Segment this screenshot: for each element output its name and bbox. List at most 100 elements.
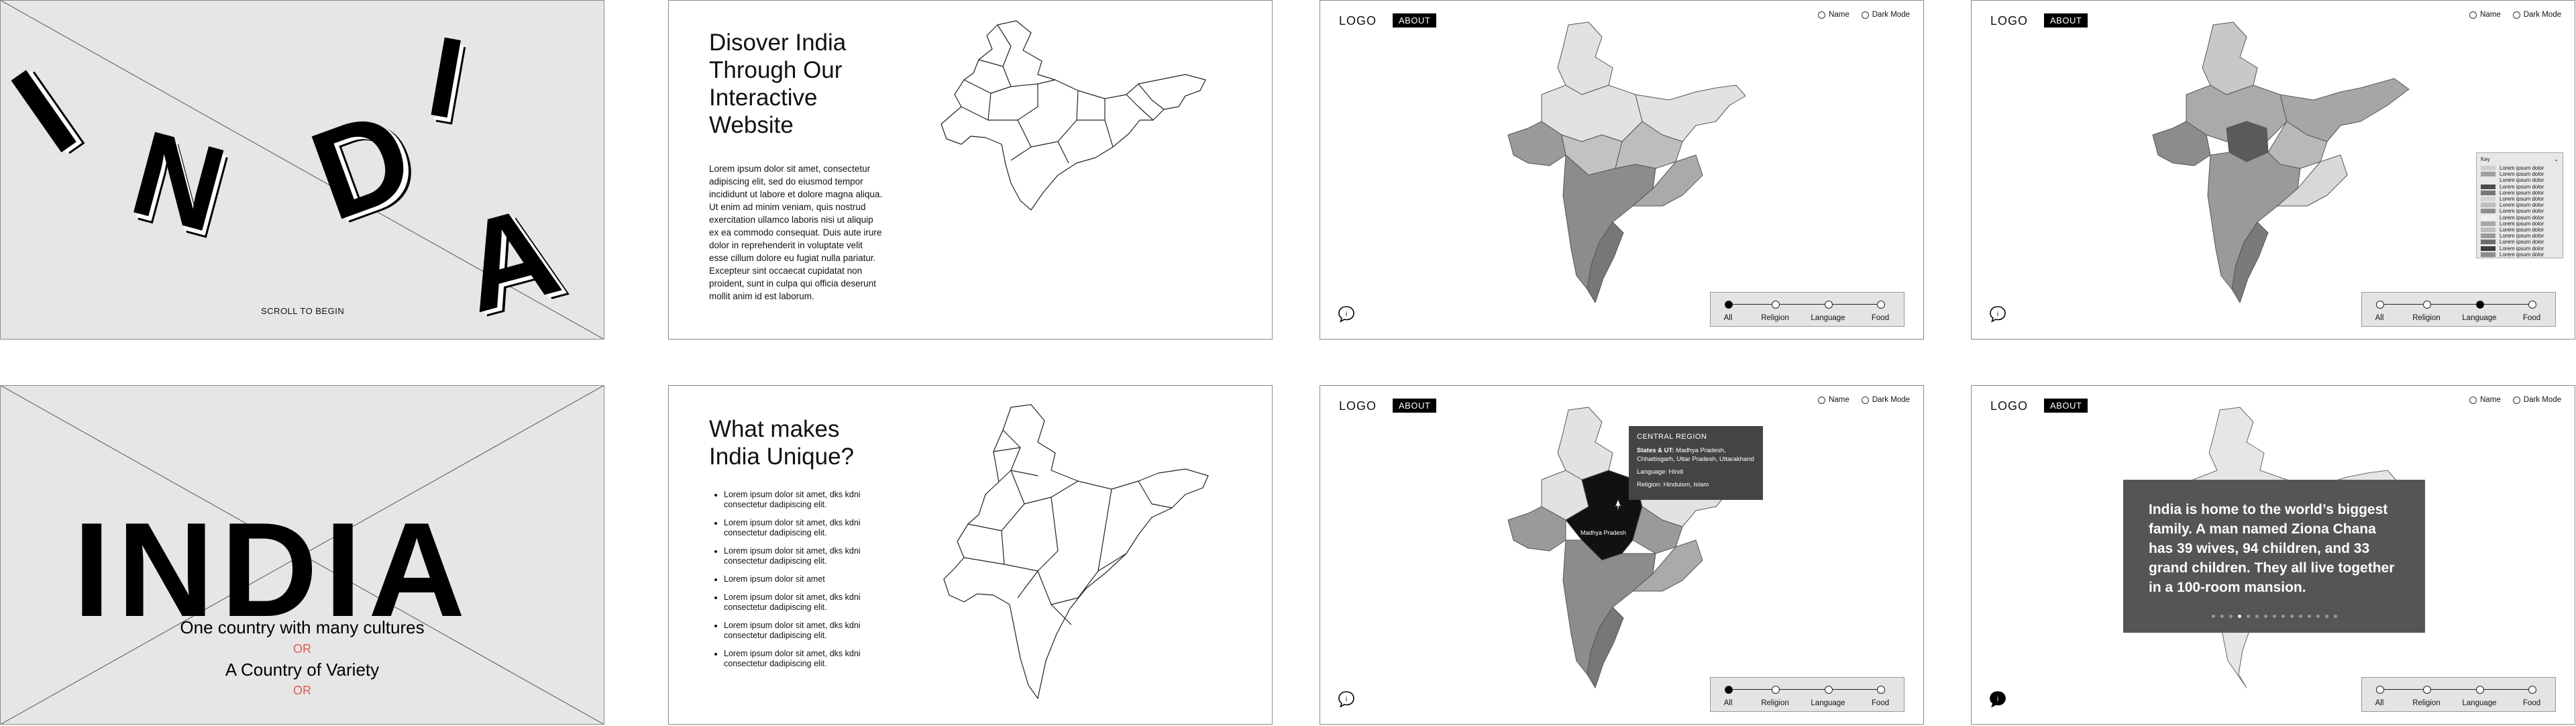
radio-icon bbox=[2512, 396, 2520, 404]
carousel-dot[interactable] bbox=[2333, 615, 2337, 618]
legend-swatch bbox=[2481, 178, 2496, 183]
india-outline-map bbox=[941, 20, 1206, 211]
list-item: Lorem ipsum dolor sit amet, dks kdni con… bbox=[724, 546, 898, 566]
feature-list: Lorem ipsum dolor sit amet, dks kdni con… bbox=[709, 490, 898, 677]
filter-stop-language[interactable] bbox=[2476, 301, 2484, 309]
name-toggle[interactable]: Name bbox=[2469, 396, 2501, 404]
legend-label: Lorem ipsum dolor bbox=[2500, 171, 2544, 178]
about-button[interactable]: ABOUT bbox=[1393, 399, 1437, 413]
legend-label: Lorem ipsum dolor bbox=[2500, 183, 2544, 190]
legend-label: Lorem ipsum dolor bbox=[2500, 208, 2544, 215]
filter-stop-religion[interactable] bbox=[1772, 686, 1780, 694]
dark-mode-label: Dark Mode bbox=[2523, 396, 2561, 404]
carousel-dot[interactable] bbox=[2272, 615, 2276, 618]
india-language-map[interactable] bbox=[2146, 21, 2428, 316]
filter-stop-food[interactable] bbox=[1877, 301, 1885, 309]
category-filter-slider[interactable]: All Religion Language Food bbox=[2361, 677, 2556, 712]
info-chat-icon[interactable]: i bbox=[1338, 690, 1355, 708]
map-label-madhya-pradesh: Madhya Pradesh bbox=[1580, 529, 1626, 536]
filter-label-language: Language bbox=[1811, 699, 1845, 707]
carousel-dot[interactable] bbox=[2324, 615, 2328, 618]
legend-item: Lorem ipsum dolor bbox=[2481, 227, 2559, 233]
filter-stop-food[interactable] bbox=[2528, 686, 2536, 694]
filter-stop-all[interactable] bbox=[2376, 301, 2384, 309]
carousel-dot[interactable] bbox=[2255, 615, 2259, 618]
filter-stop-all[interactable] bbox=[2376, 686, 2384, 694]
carousel-dot[interactable] bbox=[2307, 615, 2311, 618]
india-region-map[interactable] bbox=[1501, 21, 1750, 316]
legend-swatch bbox=[2481, 221, 2496, 226]
carousel-dot[interactable] bbox=[2220, 615, 2224, 618]
logo[interactable]: LOGO bbox=[1339, 14, 1377, 28]
title-line: Disover India bbox=[709, 30, 847, 56]
info-chat-icon[interactable]: i bbox=[1989, 690, 2006, 708]
logo[interactable]: LOGO bbox=[1990, 399, 2029, 413]
chevron-down-icon[interactable]: ⌄ bbox=[2554, 156, 2559, 162]
name-toggle[interactable]: Name bbox=[1818, 396, 1849, 404]
name-toggle[interactable]: Name bbox=[1818, 11, 1849, 19]
logo[interactable]: LOGO bbox=[1339, 399, 1377, 413]
discover-screen: Disover India Through Our Interactive We… bbox=[668, 0, 1273, 340]
dark-mode-toggle[interactable]: Dark Mode bbox=[2512, 396, 2561, 404]
filter-stop-all[interactable] bbox=[1725, 301, 1733, 309]
legend-item: Lorem ipsum dolor bbox=[2481, 202, 2559, 208]
carousel-dot[interactable] bbox=[2237, 615, 2241, 618]
slider-track bbox=[2379, 304, 2534, 305]
about-button[interactable]: ABOUT bbox=[2044, 13, 2088, 28]
filter-stop-religion[interactable] bbox=[1772, 301, 1780, 309]
legend-label: Lorem ipsum dolor bbox=[2500, 245, 2544, 252]
name-toggle[interactable]: Name bbox=[2469, 11, 2501, 19]
dark-mode-toggle[interactable]: Dark Mode bbox=[1861, 11, 1910, 19]
filter-stop-language[interactable] bbox=[2476, 686, 2484, 694]
filter-stop-language[interactable] bbox=[1825, 301, 1833, 309]
dark-mode-toggle[interactable]: Dark Mode bbox=[2512, 11, 2561, 19]
intro-paragraph: Lorem ipsum dolor sit amet, consectetur … bbox=[709, 164, 883, 301]
legend-item: Lorem ipsum dolor bbox=[2481, 177, 2559, 183]
carousel-dot[interactable] bbox=[2211, 615, 2215, 618]
carousel-dot[interactable] bbox=[2281, 615, 2285, 618]
legend-swatch bbox=[2481, 190, 2496, 195]
filter-stop-religion[interactable] bbox=[2423, 301, 2431, 309]
filter-stop-food[interactable] bbox=[2528, 301, 2536, 309]
india-states-outline-map bbox=[943, 404, 1209, 699]
info-chat-icon[interactable]: i bbox=[1989, 305, 2006, 323]
legend-label: Lorem ipsum dolor bbox=[2500, 202, 2544, 209]
category-filter-slider[interactable]: All Religion Language Food bbox=[2361, 292, 2556, 327]
tagline-2: A Country of Variety bbox=[225, 660, 380, 680]
carousel-dot[interactable] bbox=[2263, 615, 2267, 618]
about-button[interactable]: ABOUT bbox=[2044, 399, 2088, 413]
filter-label-religion: Religion bbox=[1761, 699, 1789, 707]
carousel-dot[interactable] bbox=[2298, 615, 2302, 618]
dark-mode-toggle[interactable]: Dark Mode bbox=[1861, 396, 1910, 404]
legend-swatch bbox=[2481, 240, 2496, 245]
filter-label-language: Language bbox=[2462, 314, 2497, 322]
dark-mode-label: Dark Mode bbox=[1872, 396, 1910, 404]
legend-label: Lorem ipsum dolor bbox=[2500, 177, 2544, 184]
filter-label-food: Food bbox=[1871, 699, 1890, 707]
filter-label-food: Food bbox=[1871, 314, 1890, 322]
category-filter-slider[interactable]: All Religion Language Food bbox=[1710, 677, 1904, 712]
view-options: Name Dark Mode bbox=[2469, 11, 2561, 19]
filter-stop-all[interactable] bbox=[1725, 686, 1733, 694]
info-chat-icon[interactable]: i bbox=[1338, 305, 1355, 323]
or-separator-1: OR bbox=[293, 642, 311, 656]
carousel-dots[interactable] bbox=[2123, 615, 2425, 618]
radio-icon bbox=[2469, 396, 2477, 404]
logo[interactable]: LOGO bbox=[1990, 14, 2029, 28]
list-item: Lorem ipsum dolor sit amet, dks kdni con… bbox=[724, 649, 898, 669]
scroll-hint[interactable]: SCROLL TO BEGIN bbox=[261, 306, 345, 316]
filter-label-all: All bbox=[1723, 314, 1733, 322]
carousel-dot[interactable] bbox=[2229, 615, 2233, 618]
carousel-dot[interactable] bbox=[2316, 615, 2320, 618]
filter-stop-language[interactable] bbox=[1825, 686, 1833, 694]
filter-stop-religion[interactable] bbox=[2423, 686, 2431, 694]
fun-fact-card[interactable]: India is home to the world’s biggest fam… bbox=[2123, 480, 2425, 633]
carousel-dot[interactable] bbox=[2290, 615, 2294, 618]
about-button[interactable]: ABOUT bbox=[1393, 13, 1437, 28]
map-legend[interactable]: Key ⌄ Lorem ipsum dolor Lorem ipsum dolor… bbox=[2476, 152, 2563, 258]
legend-item: Lorem ipsum dolor bbox=[2481, 215, 2559, 221]
category-filter-slider[interactable]: All Religion Language Food bbox=[1710, 292, 1904, 327]
carousel-dot[interactable] bbox=[2246, 615, 2250, 618]
legend-swatch bbox=[2481, 246, 2496, 251]
filter-stop-food[interactable] bbox=[1877, 686, 1885, 694]
